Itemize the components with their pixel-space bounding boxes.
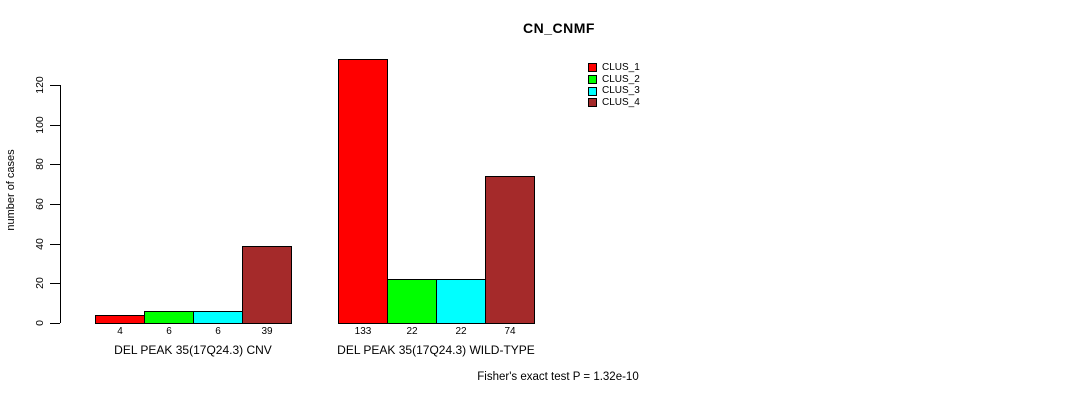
bar-value-label: 6 [215,326,221,337]
bar-value-label: 22 [455,326,467,337]
bar-clus_1-group1 [95,315,145,324]
legend-item: CLUS_1 [588,62,640,74]
y-axis-line [60,85,61,323]
bar-clus_4-group1 [242,246,292,324]
legend-label: CLUS_1 [602,61,640,73]
bar-clus_2-group1 [144,311,194,324]
bar-value-label: 74 [504,326,516,337]
legend-swatch-icon [588,98,597,108]
y-axis-label: number of cases [5,149,17,231]
bar-clus_3-group2 [436,279,486,324]
y-tick-label: 0 [34,320,46,326]
legend-swatch-icon [588,86,597,96]
bar-clus_4-group2 [485,176,535,324]
bar-value-label: 133 [354,326,372,337]
bar-value-label: 4 [117,326,123,337]
legend-swatch-icon [588,75,597,85]
legend-label: CLUS_2 [602,73,640,85]
bar-value-label: 39 [261,326,273,337]
chart-title: CN_CNMF [523,20,595,36]
y-tick-label: 20 [34,277,46,289]
bar-clus_1-group2 [338,59,388,324]
y-tick [50,204,60,205]
bar-value-label: 22 [406,326,418,337]
y-tick-label: 80 [34,158,46,170]
bar-value-label: 6 [166,326,172,337]
category-label: DEL PEAK 35(17Q24.3) WILD-TYPE [337,343,535,357]
y-tick-label: 100 [34,116,46,134]
legend-label: CLUS_3 [602,85,640,97]
bar-clus_2-group2 [387,279,437,324]
legend-item: CLUS_3 [588,85,640,97]
legend-swatch-icon [588,63,597,73]
bar-clus_3-group1 [193,311,243,324]
fisher-test-annotation: Fisher's exact test P = 1.32e-10 [477,371,639,383]
legend-item: CLUS_2 [588,74,640,86]
y-tick [50,283,60,284]
legend-item: CLUS_4 [588,97,640,109]
category-label: DEL PEAK 35(17Q24.3) CNV [114,343,272,357]
y-tick-label: 40 [34,238,46,250]
y-tick-label: 120 [34,76,46,94]
y-tick [50,244,60,245]
y-tick [50,164,60,165]
y-tick [50,323,60,324]
legend: CLUS_1 CLUS_2 CLUS_3 CLUS_4 [588,62,640,109]
y-tick [50,85,60,86]
y-tick-label: 60 [34,198,46,210]
legend-label: CLUS_4 [602,96,640,108]
y-tick [50,125,60,126]
